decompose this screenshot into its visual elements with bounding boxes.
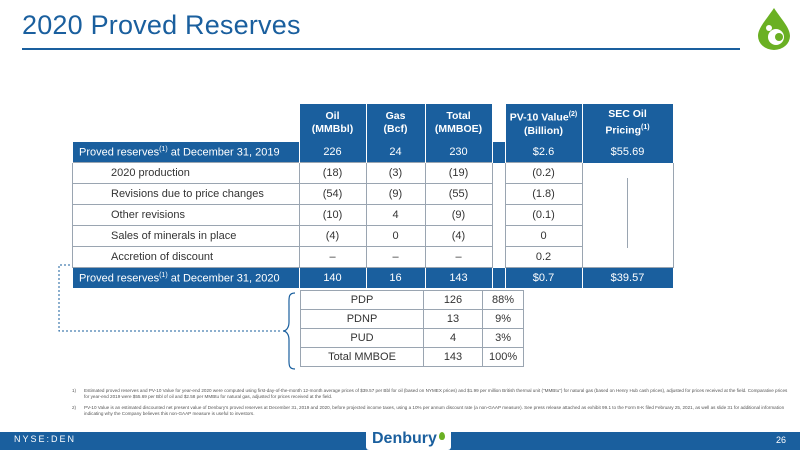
footnote-text: Estimated proved reserves and PV-10 Valu… (84, 388, 788, 399)
breakdown-label: PUD (300, 328, 424, 348)
cell-gas: – (365, 246, 426, 268)
breakdown-pct: 3% (481, 328, 525, 348)
cell-total: (55) (424, 183, 493, 205)
cell-sec-empty (581, 162, 674, 268)
breakdown-value: 13 (423, 309, 483, 329)
cell-total: (19) (424, 162, 493, 184)
row-label: Proved reserves(1) at December 31, 2019 (72, 142, 300, 163)
row-label: Proved reserves(1) at December 31, 2020 (72, 267, 300, 288)
row-label: Revisions due to price changes (72, 183, 300, 205)
table-row: PDP 126 88% (300, 290, 525, 310)
dashed-connector (58, 264, 282, 332)
cell-oil: (18) (298, 162, 367, 184)
cell-pv10: (0.2) (504, 162, 583, 184)
cell-oil: (54) (298, 183, 367, 205)
company-wordmark: Denbury (366, 428, 451, 450)
cell-gas: 0 (365, 225, 426, 247)
footnotes: 1) Estimated proved reserves and PV-10 V… (72, 388, 792, 422)
breakdown-label: PDP (300, 290, 424, 310)
cell-oil: – (298, 246, 367, 268)
reserves-table: Oil (MMBbl) Gas (Bcf) Total (MMBOE) PV-10 V… (72, 104, 674, 288)
cell-gas: 16 (365, 267, 426, 288)
cell-pv10: $0.7 (504, 267, 583, 288)
cell-oil: (10) (298, 204, 367, 226)
header-pv10: PV-10 Value(2) (Billion) (504, 104, 583, 142)
table-row: Proved reserves(1) at December 31, 2020 … (72, 267, 674, 288)
cell-sec: $55.69 (581, 142, 674, 163)
footnote: 1) Estimated proved reserves and PV-10 V… (72, 388, 792, 400)
reserves-breakdown-table: PDP 126 88% PDNP 13 9% PUD 4 3% Total MM… (300, 290, 525, 367)
row-label: 2020 production (72, 162, 300, 184)
cell-oil: 140 (298, 267, 367, 288)
sec-vertical-rule (627, 178, 628, 249)
table-row: Revisions due to price changes (54) (9) … (72, 183, 674, 205)
row-label: Accretion of discount (72, 246, 300, 268)
cell-total: – (424, 246, 493, 268)
table-row: PDNP 13 9% (300, 309, 525, 329)
breakdown-pct: 9% (481, 309, 525, 329)
row-label: Sales of minerals in place (72, 225, 300, 247)
cell-total: (9) (424, 204, 493, 226)
breakdown-label: Total MMBOE (300, 347, 424, 367)
table-row: 2020 production (18) (3) (19) (0.2) (72, 162, 674, 268)
cell-oil: (4) (298, 225, 367, 247)
header-total: Total (MMBOE) (424, 104, 493, 142)
cell-oil: 226 (298, 142, 367, 163)
table-row: Accretion of discount – – – 0.2 (72, 246, 674, 268)
drop-icon (438, 432, 445, 440)
footnote: 2) PV-10 Value is an estimated discounte… (72, 405, 792, 417)
cell-gas: 4 (365, 204, 426, 226)
table-row: PUD 4 3% (300, 328, 525, 348)
curly-brace-icon (282, 292, 296, 370)
footnote-text: PV-10 Value is an estimated discounted n… (84, 405, 785, 416)
breakdown-value: 4 (423, 328, 483, 348)
cell-pv10: (0.1) (504, 204, 583, 226)
breakdown-pct: 100% (481, 347, 525, 367)
denbury-drop-logo-icon (758, 8, 790, 50)
cell-total: (4) (424, 225, 493, 247)
cell-gas: 24 (365, 142, 426, 163)
cell-pv10: $2.6 (504, 142, 583, 163)
cell-pv10: 0 (504, 225, 583, 247)
header-gas: Gas (Bcf) (365, 104, 426, 142)
table-row: Total MMBOE 143 100% (300, 347, 525, 367)
breakdown-pct: 88% (481, 290, 525, 310)
cell-gas: (9) (365, 183, 426, 205)
footnote-number: 1) (72, 388, 77, 393)
cell-sec: $39.57 (581, 267, 674, 288)
row-label: Other revisions (72, 204, 300, 226)
header-oil: Oil (MMBbl) (298, 104, 367, 142)
header-blank (73, 104, 300, 142)
cell-total: 143 (424, 267, 493, 288)
breakdown-label: PDNP (300, 309, 424, 329)
cell-total: 230 (424, 142, 493, 163)
stock-ticker: NYSE:DEN (14, 434, 77, 444)
cell-pv10: 0.2 (504, 246, 583, 268)
table-row: Proved reserves(1) at December 31, 2019 … (72, 142, 674, 163)
title-divider (22, 48, 740, 50)
page-title: 2020 Proved Reserves (22, 10, 301, 40)
reserves-header-row: Oil (MMBbl) Gas (Bcf) Total (MMBOE) PV-10 V… (73, 104, 674, 142)
cell-gas: (3) (365, 162, 426, 184)
breakdown-value: 143 (423, 347, 483, 367)
table-row: Other revisions (10) 4 (9) (0.1) (72, 204, 674, 226)
cell-pv10: (1.8) (504, 183, 583, 205)
page-number: 26 (775, 435, 786, 445)
table-row: Sales of minerals in place (4) 0 (4) 0 (72, 225, 674, 247)
breakdown-value: 126 (423, 290, 483, 310)
footnote-number: 2) (72, 405, 77, 410)
header-sec-pricing: SEC Oil Pricing(1) (581, 104, 674, 142)
